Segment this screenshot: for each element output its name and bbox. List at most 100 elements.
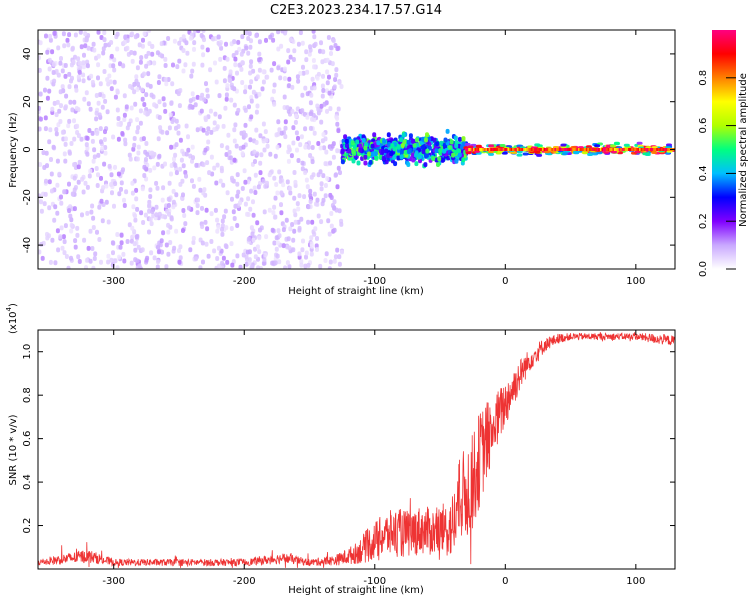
heatmap-cell [579, 148, 583, 151]
heatmap-cell [559, 148, 563, 151]
heatmap-cell [623, 143, 630, 147]
heatmap-cell [92, 147, 97, 153]
heatmap-cell [300, 92, 305, 98]
heatmap-cell [292, 228, 297, 234]
heatmap-cell [63, 223, 68, 229]
heatmap-cell [119, 180, 124, 186]
heatmap-cell [309, 251, 314, 257]
heatmap-cell [246, 212, 251, 217]
heatmap-cell [278, 178, 283, 184]
heatmap-cell [303, 263, 308, 269]
heatmap-cell [227, 77, 232, 83]
heatmap-cell [205, 130, 210, 136]
heatmap-cell [229, 97, 234, 103]
heatmap-cell [149, 250, 154, 256]
heatmap-cell [257, 235, 262, 241]
heatmap-cell [257, 67, 262, 73]
heatmap-cell [124, 104, 129, 110]
heatmap-cell [421, 144, 425, 150]
heatmap-cell [234, 50, 239, 56]
heatmap-cell [281, 227, 286, 233]
heatmap-cell [242, 168, 247, 174]
heatmap-cell [323, 161, 328, 167]
heatmap-cell [653, 148, 657, 151]
heatmap-cell [122, 93, 127, 99]
heatmap-cell [81, 189, 86, 195]
heatmap-cell [209, 211, 214, 217]
heatmap-cell [293, 119, 298, 125]
heatmap-cell [439, 140, 444, 146]
heatmap-cell [47, 179, 52, 185]
heatmap-cell [176, 130, 181, 136]
colorbar-tick-label: 0.4 [698, 165, 709, 181]
heatmap-cell [105, 77, 110, 83]
heatmap-cell [370, 151, 375, 157]
heatmap-cell [57, 171, 62, 177]
heatmap-cell [243, 122, 248, 128]
heatmap-cell [246, 50, 251, 56]
heatmap-cell [607, 148, 611, 151]
heatmap-cell [537, 148, 541, 151]
heatmap-cell [315, 197, 320, 203]
heatmap-cell [155, 161, 160, 167]
heatmap-cell [201, 52, 206, 58]
heatmap-cell [134, 234, 139, 240]
heatmap-cell [100, 104, 105, 110]
heatmap-cell [206, 126, 211, 132]
heatmap-cell [81, 64, 86, 70]
heatmap-cell [232, 157, 237, 163]
heatmap-cell [55, 210, 60, 216]
heatmap-cell [292, 208, 297, 214]
heatmap-cell [146, 50, 151, 56]
heatmap-cell [181, 228, 185, 233]
heatmap-cell [192, 40, 197, 46]
heatmap-cell [144, 63, 149, 69]
heatmap-cell [109, 40, 114, 45]
heatmap-cell [286, 108, 291, 114]
heatmap-cell [248, 70, 253, 76]
y-tick-label: -40 [22, 237, 33, 253]
heatmap-cell [213, 60, 217, 66]
heatmap-cell [344, 138, 349, 144]
heatmap-cell [300, 108, 305, 114]
heatmap-cell [563, 148, 567, 151]
heatmap-cell [133, 34, 138, 40]
heatmap-cell [280, 30, 285, 34]
heatmap-cell [99, 139, 103, 145]
heatmap-cell [82, 237, 87, 243]
heatmap-cell [55, 158, 60, 164]
heatmap-cell [80, 212, 84, 218]
heatmap-cell [131, 146, 136, 152]
heatmap-cell [169, 144, 174, 150]
heatmap-cell [309, 243, 314, 249]
x-tick-label: -100 [363, 276, 386, 287]
heatmap-cell [73, 32, 78, 38]
heatmap-cell [594, 144, 601, 148]
heatmap-cell [296, 206, 301, 212]
heatmap-cell [263, 129, 268, 135]
heatmap-cell [129, 50, 134, 55]
heatmap-cell [300, 160, 305, 166]
heatmap-cell [202, 37, 206, 43]
heatmap-cell [141, 220, 146, 225]
heatmap-cell [75, 225, 80, 231]
heatmap-cell [188, 247, 193, 253]
heatmap-cell [323, 136, 328, 142]
heatmap-cell [154, 180, 159, 186]
heatmap-cell [262, 209, 267, 215]
heatmap-cell [122, 39, 127, 45]
heatmap-cell [48, 259, 53, 265]
heatmap-cell [447, 145, 452, 150]
heatmap-cell [191, 183, 196, 189]
heatmap-cell [225, 190, 230, 196]
heatmap-cell [150, 150, 155, 156]
heatmap-cell [541, 148, 545, 151]
heatmap-cell [363, 154, 368, 160]
heatmap-cell [318, 145, 323, 151]
heatmap-cell [251, 212, 256, 218]
heatmap-cell [316, 213, 321, 219]
heatmap-cell [560, 148, 564, 151]
heatmap-cell [303, 126, 308, 132]
heatmap-cell [265, 74, 270, 80]
heatmap-cell [401, 132, 406, 138]
